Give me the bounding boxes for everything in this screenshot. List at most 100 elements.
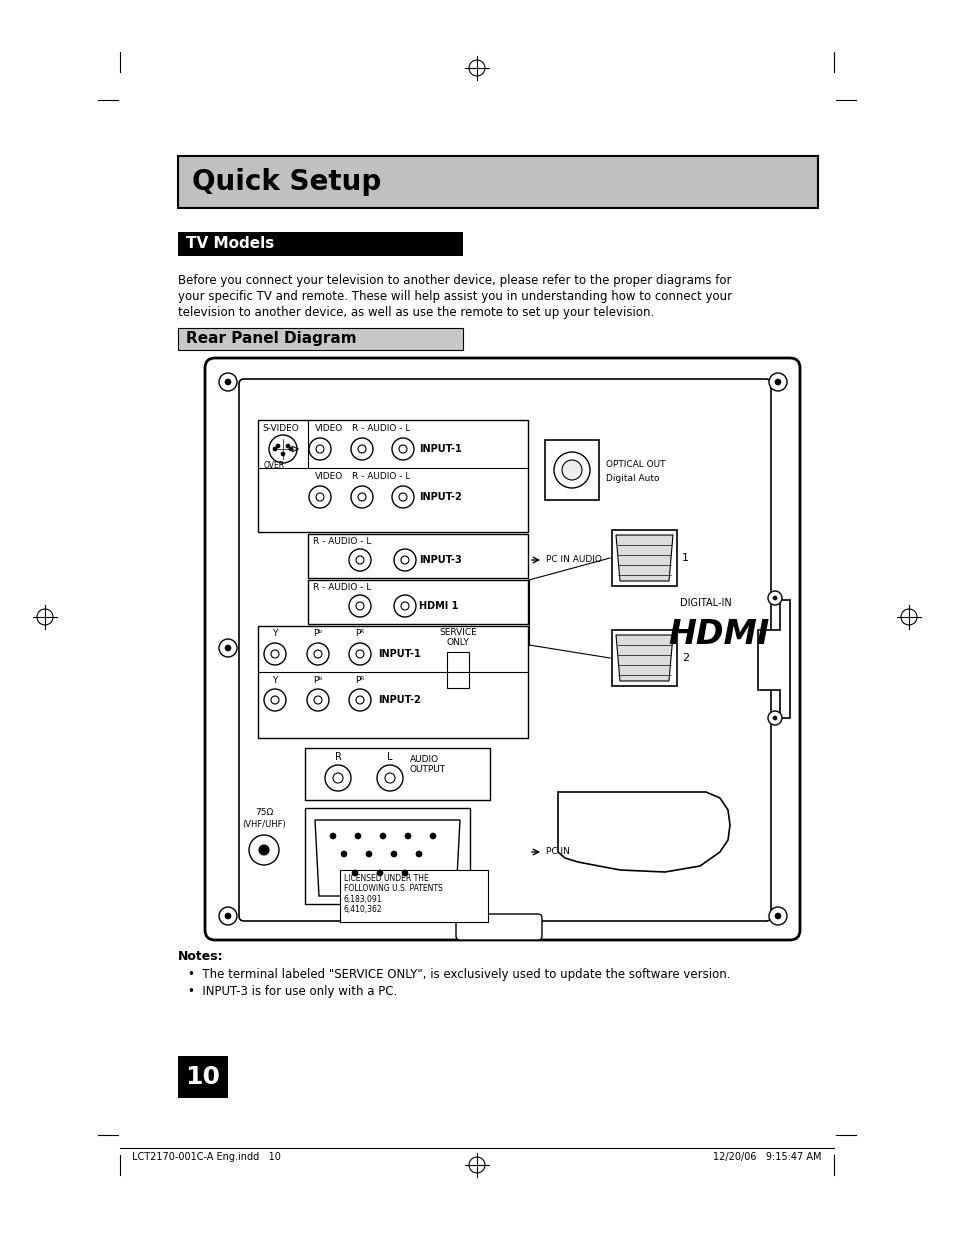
Circle shape — [400, 556, 409, 564]
Circle shape — [314, 697, 322, 704]
Circle shape — [309, 438, 331, 459]
Circle shape — [275, 445, 280, 448]
Polygon shape — [314, 820, 459, 897]
Text: HDMI 1: HDMI 1 — [418, 601, 457, 611]
Text: •  The terminal labeled "SERVICE ONLY", is exclusively used to update the softwa: • The terminal labeled "SERVICE ONLY", i… — [188, 968, 730, 981]
Text: Digital Auto: Digital Auto — [605, 474, 659, 483]
Text: Y: Y — [272, 676, 277, 685]
Text: Pᵇ: Pᵇ — [313, 676, 322, 685]
Text: Y: Y — [272, 629, 277, 638]
Circle shape — [394, 595, 416, 618]
Text: INPUT-1: INPUT-1 — [418, 445, 461, 454]
Circle shape — [376, 869, 382, 876]
Bar — [339, 869, 488, 923]
FancyBboxPatch shape — [205, 358, 800, 940]
Text: 75Ω: 75Ω — [254, 808, 273, 818]
Bar — [305, 808, 470, 904]
Text: •  INPUT-3 is for use only with a PC.: • INPUT-3 is for use only with a PC. — [188, 986, 396, 998]
Circle shape — [394, 550, 416, 571]
Text: DIGITAL-IN: DIGITAL-IN — [679, 598, 731, 608]
Circle shape — [349, 550, 371, 571]
Text: AUDIO
OUTPUT: AUDIO OUTPUT — [410, 755, 446, 774]
Circle shape — [366, 851, 372, 857]
Text: S-VIDEO: S-VIDEO — [262, 424, 298, 433]
Circle shape — [225, 379, 231, 385]
Circle shape — [392, 487, 414, 508]
Bar — [305, 748, 490, 800]
Bar — [178, 156, 817, 207]
Circle shape — [314, 650, 322, 658]
Circle shape — [398, 445, 407, 453]
Circle shape — [355, 832, 360, 839]
Circle shape — [416, 851, 421, 857]
Circle shape — [289, 447, 293, 451]
Circle shape — [385, 773, 395, 783]
Circle shape — [307, 643, 329, 664]
Circle shape — [355, 601, 364, 610]
Circle shape — [398, 493, 407, 501]
Circle shape — [325, 764, 351, 790]
Circle shape — [767, 592, 781, 605]
Circle shape — [430, 832, 436, 839]
Circle shape — [315, 445, 324, 453]
Text: Notes:: Notes: — [178, 950, 223, 963]
Text: R - AUDIO - L: R - AUDIO - L — [352, 472, 410, 480]
Circle shape — [281, 452, 285, 456]
Text: Before you connect your television to another device, please refer to the proper: Before you connect your television to an… — [178, 274, 731, 287]
Text: LICENSED UNDER THE
FOLLOWING U.S. PATENTS
6,183,091
6,410,362: LICENSED UNDER THE FOLLOWING U.S. PATENT… — [344, 874, 442, 914]
Bar — [308, 580, 527, 624]
Text: Pᴿ: Pᴿ — [355, 676, 364, 685]
Bar — [544, 440, 598, 500]
Text: R - AUDIO - L: R - AUDIO - L — [352, 424, 410, 433]
Circle shape — [315, 493, 324, 501]
Circle shape — [772, 716, 776, 720]
Circle shape — [355, 650, 364, 658]
Text: Rear Panel Diagram: Rear Panel Diagram — [186, 331, 356, 347]
Text: 10: 10 — [185, 1065, 220, 1089]
Circle shape — [767, 711, 781, 725]
Text: OVER: OVER — [264, 461, 285, 471]
Circle shape — [379, 832, 386, 839]
Text: INPUT-2: INPUT-2 — [418, 492, 461, 501]
Circle shape — [768, 373, 786, 391]
Polygon shape — [616, 635, 672, 680]
Circle shape — [355, 697, 364, 704]
Text: R - AUDIO - L: R - AUDIO - L — [313, 537, 371, 546]
Text: R - AUDIO - L: R - AUDIO - L — [313, 583, 371, 592]
Circle shape — [391, 851, 396, 857]
Circle shape — [249, 835, 278, 864]
Circle shape — [225, 913, 231, 919]
Circle shape — [351, 438, 373, 459]
Text: OPTICAL OUT: OPTICAL OUT — [605, 459, 665, 469]
Circle shape — [349, 595, 371, 618]
Text: (VHF/UHF): (VHF/UHF) — [242, 820, 286, 829]
Circle shape — [219, 638, 236, 657]
Text: VIDEO: VIDEO — [314, 424, 343, 433]
Circle shape — [392, 438, 414, 459]
Circle shape — [357, 493, 366, 501]
Circle shape — [219, 906, 236, 925]
Text: 12/20/06   9:15:47 AM: 12/20/06 9:15:47 AM — [713, 1152, 821, 1162]
Polygon shape — [558, 792, 729, 872]
Bar — [257, 626, 527, 739]
Bar — [178, 1056, 228, 1098]
Circle shape — [400, 601, 409, 610]
Text: PC IN: PC IN — [545, 847, 569, 857]
Circle shape — [307, 689, 329, 711]
Text: your specific TV and remote. These will help assist you in understanding how to : your specific TV and remote. These will … — [178, 290, 731, 303]
Bar — [308, 534, 527, 578]
Text: 2: 2 — [681, 653, 688, 663]
Circle shape — [352, 869, 357, 876]
Circle shape — [333, 773, 343, 783]
Circle shape — [340, 851, 347, 857]
Text: INPUT-3: INPUT-3 — [365, 900, 408, 910]
Circle shape — [349, 643, 371, 664]
Circle shape — [401, 869, 408, 876]
Text: LCT2170-001C-A Eng.indd   10: LCT2170-001C-A Eng.indd 10 — [132, 1152, 280, 1162]
Text: PC IN AUDIO: PC IN AUDIO — [545, 556, 601, 564]
Bar — [178, 232, 462, 256]
Text: VIDEO: VIDEO — [314, 472, 343, 480]
Text: SERVICE
ONLY: SERVICE ONLY — [438, 629, 476, 647]
Bar — [178, 329, 462, 350]
Text: L: L — [387, 752, 393, 762]
